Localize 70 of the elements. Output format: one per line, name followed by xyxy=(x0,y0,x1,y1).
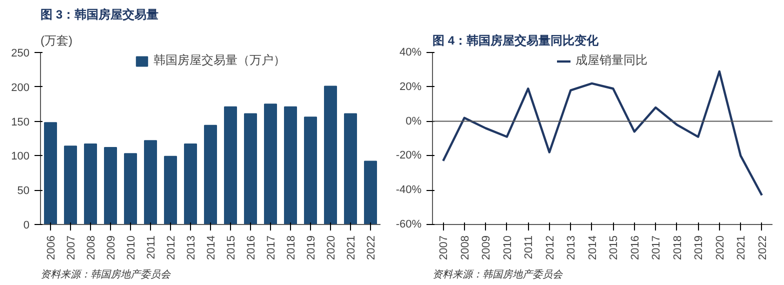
bar xyxy=(144,140,157,224)
y-tick-label: 250 xyxy=(11,48,30,60)
x-tick-label: 2008 xyxy=(459,235,472,260)
y-tick-label: 150 xyxy=(11,116,30,128)
chart-title: 图 3：韩国房屋交易量 xyxy=(40,8,159,22)
y-tick-label: 200 xyxy=(11,82,30,94)
x-tick-label: 2010 xyxy=(126,235,138,260)
x-tick-label: 2009 xyxy=(480,235,493,260)
bar xyxy=(204,124,217,224)
x-tick-label: 2021 xyxy=(736,235,748,260)
x-tick-label: 2007 xyxy=(438,235,450,260)
x-tick-label: 2013 xyxy=(566,235,578,260)
bar xyxy=(184,144,197,224)
bar xyxy=(244,113,257,224)
x-tick-label: 2020 xyxy=(714,235,726,260)
bar xyxy=(124,153,137,224)
bar xyxy=(304,116,317,224)
x-tick-label: 2021 xyxy=(346,235,358,260)
bar xyxy=(104,146,117,224)
text: 资料来源：韩国房地产委员会 xyxy=(40,268,172,280)
y-tick-label: 0 xyxy=(23,220,30,232)
y-tick-label: -20% xyxy=(396,150,422,162)
line-series xyxy=(442,70,763,196)
x-tick-label: 2015 xyxy=(226,235,238,260)
x-tick-label: 2009 xyxy=(106,235,118,260)
bar xyxy=(344,113,357,224)
x-tick-label: 2012 xyxy=(544,235,556,260)
x-tick-label: 2022 xyxy=(366,235,378,260)
x-tick-label: 2012 xyxy=(166,235,178,260)
x-tick-label: 2016 xyxy=(246,235,258,260)
chart-title: 图 4：韩国房屋交易量同比变化 xyxy=(432,34,600,48)
bar xyxy=(364,160,377,224)
x-tick-label: 2017 xyxy=(650,235,663,260)
bar xyxy=(164,156,177,224)
x-tick-label: 2008 xyxy=(86,235,98,260)
x-tick-label: 2019 xyxy=(693,235,706,260)
x-tick-label: 2017 xyxy=(266,235,278,260)
bar xyxy=(64,146,77,224)
x-tick-label: 2014 xyxy=(586,235,599,260)
bar xyxy=(224,106,237,224)
x-tick-label: 2018 xyxy=(286,235,298,260)
y-tick-label: -60% xyxy=(396,218,422,230)
x-tick-label: 2018 xyxy=(672,235,684,260)
x-tick-label: 2019 xyxy=(306,235,318,260)
y-tick-label: -40% xyxy=(396,184,422,196)
y-tick-label: 20% xyxy=(399,80,422,93)
x-tick-label: 2022 xyxy=(756,235,769,260)
bar xyxy=(44,122,57,224)
bar xyxy=(284,106,297,224)
y-tick-label: 50 xyxy=(17,185,30,198)
text: 资料来源：韩国房地产委员会 xyxy=(432,268,564,280)
legend-label: 韩国房屋交易量（万户） xyxy=(154,52,286,69)
x-tick-label: 2006 xyxy=(46,235,58,260)
y-tick-label: 100 xyxy=(11,150,30,163)
bar xyxy=(264,104,277,224)
x-tick-label: 2011 xyxy=(523,236,536,260)
x-tick-label: 2016 xyxy=(629,235,642,260)
x-tick-label: 2007 xyxy=(66,235,78,260)
bar xyxy=(84,144,97,224)
x-tick-label: 2013 xyxy=(186,235,198,260)
x-tick-label: 2011 xyxy=(146,236,158,260)
y-tick-label: 0% xyxy=(406,115,422,128)
y-axis-title: (万套) xyxy=(40,34,72,48)
x-tick-label: 2015 xyxy=(608,235,620,260)
legend-label: 成屋销量同比 xyxy=(576,52,648,69)
x-tick-label: 2010 xyxy=(502,235,514,260)
bar xyxy=(324,86,337,224)
y-tick-label: 40% xyxy=(399,46,422,58)
x-tick-label: 2014 xyxy=(206,235,218,260)
x-tick-label: 2020 xyxy=(326,235,338,260)
